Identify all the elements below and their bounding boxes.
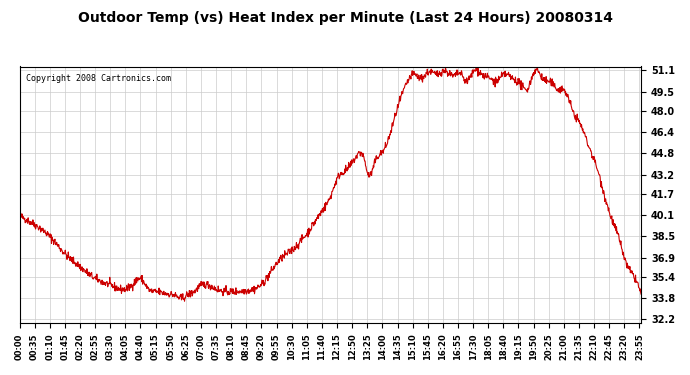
Text: Copyright 2008 Cartronics.com: Copyright 2008 Cartronics.com [26, 74, 170, 83]
Text: Outdoor Temp (vs) Heat Index per Minute (Last 24 Hours) 20080314: Outdoor Temp (vs) Heat Index per Minute … [77, 11, 613, 25]
